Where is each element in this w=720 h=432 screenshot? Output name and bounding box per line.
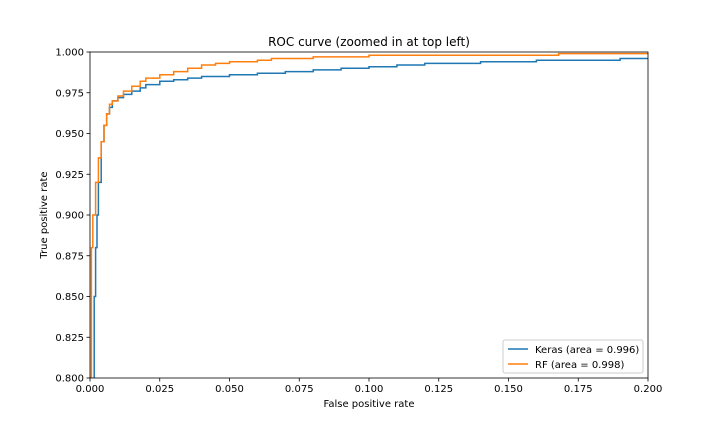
y-tick-label: 0.800	[55, 374, 84, 385]
y-axis: 0.800 0.825 0.850 0.875 0.900 0.925 0.950 0.975…	[55, 48, 90, 385]
y-tick-label: 1.000	[55, 48, 84, 59]
plot-frame	[89, 51, 649, 379]
x-axis: 0.000 0.025 0.050 0.075 0.100 0.125 0.150 0.175…	[76, 378, 663, 395]
x-tick-label: 0.050	[215, 384, 244, 395]
y-axis-label: True positive rate	[39, 171, 50, 259]
x-tick-label: 0.150	[494, 384, 523, 395]
legend-frame	[502, 339, 644, 374]
legend-label-keras: Keras (area = 0.996)	[535, 345, 639, 356]
y-tick-label: 0.875	[55, 251, 84, 262]
y-tick-label: 0.975	[55, 88, 84, 99]
chart-title: ROC curve (zoomed in at top left)	[268, 35, 470, 49]
y-tick-label: 0.900	[55, 211, 84, 222]
y-tick-label: 0.950	[55, 129, 84, 140]
x-tick-label: 0.100	[355, 384, 384, 395]
plot-area	[89, 51, 649, 379]
series-line-0	[93, 57, 648, 378]
x-tick-label: 0.000	[76, 384, 105, 395]
legend-label-rf: RF (area = 0.998)	[535, 360, 624, 371]
x-axis-label: False positive rate	[324, 399, 415, 410]
x-tick-label: 0.025	[145, 384, 174, 395]
legend: Keras (area = 0.996) RF (area = 0.998)	[502, 339, 644, 374]
x-tick-label: 0.075	[285, 384, 314, 395]
x-tick-label: 0.200	[634, 384, 663, 395]
y-tick-label: 0.850	[55, 292, 84, 303]
series-line-1	[90, 52, 648, 378]
y-tick-label: 0.825	[55, 333, 84, 344]
y-tick-label: 0.925	[55, 170, 84, 181]
x-tick-label: 0.175	[564, 384, 593, 395]
x-tick-label: 0.125	[424, 384, 453, 395]
